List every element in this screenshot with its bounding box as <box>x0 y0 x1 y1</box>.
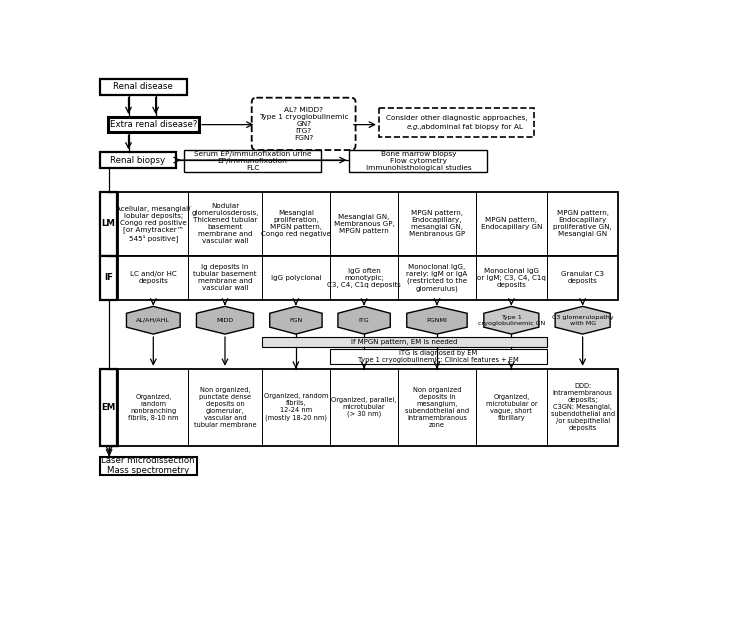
Bar <box>100 79 187 95</box>
Text: Mesangial
proliferation,
MPGN pattern,
Congo red negative: Mesangial proliferation, MPGN pattern, C… <box>261 210 331 237</box>
Text: Laser microdissection
Mass spectrometry: Laser microdissection Mass spectrometry <box>101 456 195 475</box>
Bar <box>100 256 117 300</box>
Text: AL? MIDD?
Type 1 cryoglobulinemic
GN?
ITG?
FGN?: AL? MIDD? Type 1 cryoglobulinemic GN? IT… <box>259 107 348 141</box>
Text: Bone marrow biopsy
Flow cytometry
Immunohisthological studies: Bone marrow biopsy Flow cytometry Immuno… <box>366 151 471 171</box>
Text: MIDD: MIDD <box>216 318 234 323</box>
Bar <box>118 192 619 256</box>
Bar <box>100 192 117 256</box>
Text: MPGN pattern,
Endocapillary GN: MPGN pattern, Endocapillary GN <box>481 217 542 230</box>
Polygon shape <box>555 306 610 334</box>
Text: Ig deposits in
tubular basement
membrane and
vascular wall: Ig deposits in tubular basement membrane… <box>193 264 257 291</box>
Text: Organized, random
fibrils,
12-24 nm
(mostly 18-20 nm): Organized, random fibrils, 12-24 nm (mos… <box>264 394 328 421</box>
Text: LC and/or HC
deposits: LC and/or HC deposits <box>130 271 177 284</box>
Bar <box>108 117 199 133</box>
Text: C3 glomerulopathy
with MG: C3 glomerulopathy with MG <box>552 315 613 326</box>
Text: Organized,
microtubular or
vague, short
fibrillary: Organized, microtubular or vague, short … <box>485 394 537 421</box>
Polygon shape <box>127 306 181 334</box>
Text: e.g.,: e.g., <box>407 124 423 130</box>
Bar <box>262 337 547 347</box>
Bar <box>379 107 534 137</box>
Text: If MPGN pattern, EM is needed: If MPGN pattern, EM is needed <box>351 339 458 345</box>
Bar <box>100 457 197 475</box>
Polygon shape <box>270 306 322 334</box>
Text: Type 1
cryoglobulinemic GN: Type 1 cryoglobulinemic GN <box>478 315 545 326</box>
Text: Renal biopsy: Renal biopsy <box>110 156 166 165</box>
Text: Monoclonal IgG
or IgM; C3, C4, C1q
deposits: Monoclonal IgG or IgM; C3, C4, C1q depos… <box>477 268 546 288</box>
Text: Acellular, mesangial/
lobular deposits;
Congo red positive
[or Amytracker™
545¹ : Acellular, mesangial/ lobular deposits; … <box>116 205 190 242</box>
FancyBboxPatch shape <box>252 98 356 150</box>
Bar <box>118 256 619 300</box>
Text: FGN: FGN <box>289 318 303 323</box>
Text: MPGN pattern,
Endocapillary
proliferative GN,
Mesangial GN: MPGN pattern, Endocapillary proliferativ… <box>554 210 612 237</box>
Polygon shape <box>196 306 253 334</box>
Text: Organized, parallel,
microtubular
(> 30 nm): Organized, parallel, microtubular (> 30 … <box>331 397 397 418</box>
Text: Mesangial GN,
Membranous GP,
MPGN pattern: Mesangial GN, Membranous GP, MPGN patter… <box>334 214 395 234</box>
Text: EM: EM <box>101 403 115 412</box>
Text: Non organized
deposits in
mesangium,
subendothelial and
intramembranous
zone: Non organized deposits in mesangium, sub… <box>405 387 469 428</box>
Text: LM: LM <box>101 219 115 229</box>
Text: IgG often
monotypic;
C3, C4, C1q deposits: IgG often monotypic; C3, C4, C1q deposit… <box>327 268 401 288</box>
Text: Nodular
glomerulosderosis,
Thickened tubular
basement
membrane and
vascular wall: Nodular glomerulosderosis, Thickened tub… <box>191 203 258 244</box>
Bar <box>349 150 488 171</box>
Bar <box>330 349 547 364</box>
Bar <box>100 153 176 168</box>
Text: MPGN pattern,
Endocapillary,
mesangial GN,
Menbranous GP: MPGN pattern, Endocapillary, mesangial G… <box>409 210 465 237</box>
Text: abdominal fat biopsy for AL: abdominal fat biopsy for AL <box>421 124 523 130</box>
Polygon shape <box>484 306 539 334</box>
Text: Non organized,
punctate dense
deposits on
glomerular,
vascular and
tubular membr: Non organized, punctate dense deposits o… <box>194 387 256 428</box>
Text: Organized,
random
nonbranching
fibrils, 8-10 nm: Organized, random nonbranching fibrils, … <box>128 394 178 421</box>
Text: Consider other diagnostic approaches,: Consider other diagnostic approaches, <box>386 115 527 121</box>
Text: Serum EP/immunofixation urine
EP/immunofixation
FLC: Serum EP/immunofixation urine EP/immunof… <box>194 151 312 171</box>
Text: AL/AH/AHL: AL/AH/AHL <box>136 318 170 323</box>
Bar <box>100 369 117 446</box>
Text: ITG: ITG <box>359 318 369 323</box>
Text: Monoclonal IgG,
rarely: IgM or IgA
(restricted to the
glomerulus): Monoclonal IgG, rarely: IgM or IgA (rest… <box>406 264 467 292</box>
Text: IF: IF <box>104 273 113 283</box>
Polygon shape <box>407 306 467 334</box>
Text: PGNMI: PGNMI <box>426 318 447 323</box>
Text: IgG polyclonal: IgG polyclonal <box>270 275 321 281</box>
Bar <box>184 150 321 171</box>
Text: Renal disease: Renal disease <box>113 82 173 92</box>
Text: Granular C3
deposits: Granular C3 deposits <box>561 271 604 284</box>
Polygon shape <box>338 306 390 334</box>
Bar <box>118 369 619 446</box>
Text: ITG is diagnosed by EM
Type 1 cryoglobulinemic: Clinical features + EM: ITG is diagnosed by EM Type 1 cryoglobul… <box>358 350 519 363</box>
Text: DDD:
Intramembranous
deposits;
C3GN: Mesangial,
subendothelial and
/or subepithe: DDD: Intramembranous deposits; C3GN: Mes… <box>551 383 615 431</box>
Text: Extra renal disease?: Extra renal disease? <box>109 120 197 129</box>
